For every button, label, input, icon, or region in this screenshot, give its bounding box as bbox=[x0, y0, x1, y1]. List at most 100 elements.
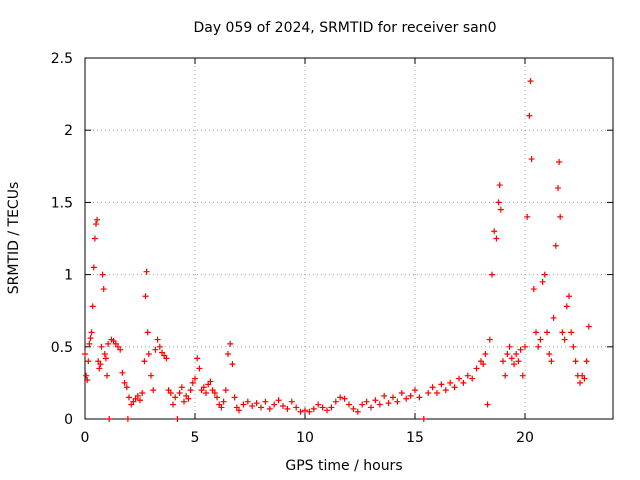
data-point bbox=[229, 361, 236, 368]
data-point bbox=[486, 336, 493, 343]
data-point bbox=[346, 401, 352, 408]
data-point bbox=[337, 394, 344, 401]
data-point bbox=[583, 358, 590, 365]
data-point bbox=[517, 346, 524, 353]
data-point bbox=[550, 314, 557, 321]
data-point bbox=[495, 199, 502, 206]
data-point bbox=[266, 405, 273, 412]
data-point bbox=[227, 340, 234, 347]
x-tick-label: 0 bbox=[81, 430, 90, 446]
data-point bbox=[240, 401, 247, 408]
data-point bbox=[324, 407, 330, 414]
data-point bbox=[174, 416, 181, 422]
data-point bbox=[225, 351, 231, 358]
data-point bbox=[350, 405, 357, 412]
data-point bbox=[253, 400, 260, 407]
data-point bbox=[214, 394, 220, 401]
data-point bbox=[581, 375, 588, 382]
data-point bbox=[398, 390, 405, 397]
data-point bbox=[524, 213, 531, 220]
data-point bbox=[519, 372, 526, 379]
data-point bbox=[231, 394, 238, 401]
data-point bbox=[502, 372, 509, 379]
data-point bbox=[497, 206, 504, 213]
data-point bbox=[451, 384, 458, 391]
data-point bbox=[585, 323, 592, 330]
data-point bbox=[306, 408, 313, 415]
data-point bbox=[513, 351, 520, 358]
data-point bbox=[284, 405, 291, 412]
data-point bbox=[207, 378, 214, 385]
x-tick-label: 20 bbox=[516, 430, 534, 446]
data-point bbox=[577, 379, 583, 386]
data-point bbox=[91, 235, 98, 242]
data-point bbox=[288, 398, 295, 405]
data-point bbox=[104, 372, 110, 379]
data-point bbox=[99, 271, 106, 278]
data-point bbox=[194, 355, 201, 362]
x-tick-label: 5 bbox=[191, 430, 200, 446]
data-point bbox=[302, 407, 308, 414]
y-tick-label: 0 bbox=[64, 412, 73, 428]
data-point bbox=[376, 401, 383, 408]
data-point bbox=[150, 387, 157, 394]
data-point bbox=[220, 398, 227, 405]
data-point bbox=[556, 158, 563, 165]
y-tick-label: 0.5 bbox=[51, 340, 73, 356]
data-point bbox=[390, 394, 396, 401]
data-point bbox=[85, 358, 92, 365]
data-point bbox=[310, 405, 317, 412]
data-point bbox=[106, 416, 113, 422]
data-point bbox=[83, 372, 90, 379]
grid bbox=[85, 58, 613, 419]
axis-ticks bbox=[84, 57, 613, 420]
data-point bbox=[218, 404, 225, 411]
data-point bbox=[167, 390, 174, 397]
plot-frame bbox=[84, 57, 614, 420]
data-point bbox=[526, 112, 533, 119]
data-point bbox=[101, 351, 108, 358]
data-point bbox=[94, 216, 101, 223]
x-tick-labels: 0 5 10 15 20 bbox=[81, 430, 534, 446]
data-point bbox=[142, 293, 149, 300]
data-point bbox=[480, 361, 487, 368]
y-tick-labels: 0 0.5 1 1.5 2 2.5 bbox=[51, 51, 73, 428]
data-point bbox=[555, 184, 561, 191]
data-point bbox=[500, 358, 506, 365]
data-point bbox=[148, 372, 154, 379]
data-point bbox=[126, 394, 132, 401]
data-point bbox=[563, 303, 570, 310]
data-point bbox=[93, 221, 99, 228]
data-point bbox=[137, 397, 143, 404]
y-axis-label: SRMTID / TECUs bbox=[6, 182, 22, 295]
data-point bbox=[98, 343, 105, 350]
data-point bbox=[407, 392, 414, 399]
data-point bbox=[97, 361, 104, 368]
data-point bbox=[533, 329, 539, 336]
data-point bbox=[90, 264, 97, 271]
data-point bbox=[141, 358, 148, 365]
data-point bbox=[172, 394, 179, 401]
data-point bbox=[541, 271, 548, 278]
data-point bbox=[447, 379, 454, 386]
data-point bbox=[341, 395, 348, 402]
data-point bbox=[527, 78, 534, 85]
data-point bbox=[189, 379, 196, 386]
data-point bbox=[88, 329, 95, 336]
data-point bbox=[163, 355, 170, 362]
data-point bbox=[315, 401, 322, 408]
data-point bbox=[557, 213, 564, 220]
data-point bbox=[121, 379, 128, 386]
data-point bbox=[119, 369, 126, 376]
data-point bbox=[456, 375, 462, 382]
data-point bbox=[176, 390, 183, 397]
data-point bbox=[144, 329, 151, 336]
data-point bbox=[511, 361, 517, 368]
data-point bbox=[368, 404, 374, 411]
data-point bbox=[372, 397, 379, 404]
y-tick-label: 1 bbox=[64, 268, 73, 284]
data-point bbox=[293, 404, 300, 411]
data-point bbox=[271, 401, 278, 408]
y-tick-label: 2 bbox=[64, 123, 73, 139]
data-point bbox=[473, 365, 480, 372]
